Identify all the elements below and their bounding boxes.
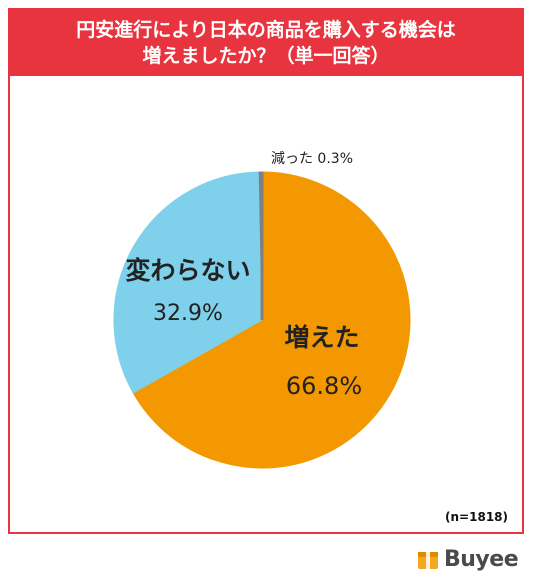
slice-increased — [132, 171, 411, 469]
label-increased-name: 増えた — [284, 323, 359, 352]
pie-slices — [113, 171, 411, 469]
chart-title-line2: 増えましたか？（単一回答） — [142, 45, 390, 67]
label-decreased: 減った 0.3% — [271, 150, 353, 167]
slice-unchanged — [113, 171, 263, 394]
label-unchanged-value: 32.9% — [153, 301, 223, 326]
buyee-box-icon — [418, 552, 438, 569]
sample-size-label: (n=1818) — [445, 510, 508, 524]
brand-name: Buyee — [444, 546, 519, 572]
chart-title: 円安進行により日本の商品を購入する機会は — [76, 19, 456, 41]
label-increased-value: 66.8% — [286, 372, 362, 400]
brand-logo: Buyee — [416, 545, 519, 573]
label-unchanged-name: 変わらない — [125, 256, 250, 285]
title-bar: 円安進行により日本の商品を購入する機会は 増えましたか？（単一回答） — [10, 10, 522, 76]
